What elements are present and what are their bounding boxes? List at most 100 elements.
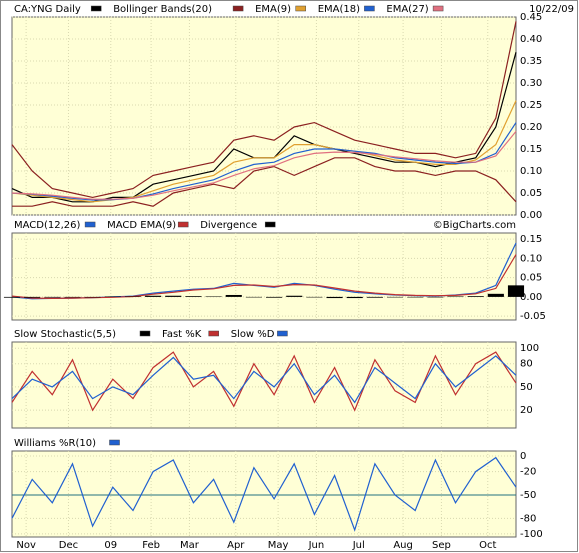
bar bbox=[427, 296, 444, 298]
series-line bbox=[11, 122, 517, 201]
bar bbox=[225, 294, 242, 297]
legend-label: EMA(27) bbox=[386, 4, 428, 15]
y-tick-label: 0.15 bbox=[520, 144, 542, 155]
plot-area bbox=[11, 16, 517, 216]
bar bbox=[44, 296, 61, 298]
bar bbox=[124, 296, 142, 298]
y-tick-label: 0.05 bbox=[520, 188, 542, 199]
bar bbox=[64, 296, 81, 298]
legend-swatch bbox=[277, 330, 288, 337]
legend-label: EMA(9) bbox=[255, 4, 291, 15]
legend-label: EMA(18) bbox=[318, 4, 360, 15]
bar bbox=[165, 295, 182, 297]
bar bbox=[386, 296, 404, 298]
y-tick-label: 0.00 bbox=[520, 292, 542, 303]
legend-swatch bbox=[109, 439, 120, 446]
series-line bbox=[11, 355, 517, 404]
y-tick-label: 0 bbox=[520, 451, 526, 462]
legend-label: MACD(12,26) bbox=[14, 220, 81, 231]
y-tick-label: -0.05 bbox=[520, 311, 546, 322]
legend-swatch bbox=[90, 5, 102, 12]
legend-label: CA:YNG Daily bbox=[14, 4, 81, 15]
x-tick-label: Nov bbox=[16, 540, 36, 551]
legend-swatch bbox=[432, 5, 444, 12]
x-tick-label: Aug bbox=[393, 540, 413, 551]
y-tick-label: -100 bbox=[520, 529, 543, 540]
series-line bbox=[11, 21, 517, 199]
y-tick-label: 50 bbox=[520, 382, 533, 393]
bar bbox=[346, 296, 363, 299]
bar bbox=[266, 296, 283, 298]
x-tick-label: Oct bbox=[479, 540, 496, 551]
legend-swatch bbox=[208, 330, 219, 337]
bar bbox=[245, 296, 262, 298]
legend-swatch bbox=[232, 5, 244, 12]
bar bbox=[326, 296, 343, 299]
y-tick-label: 0.10 bbox=[520, 253, 542, 264]
bar bbox=[185, 296, 202, 297]
series-line bbox=[12, 157, 517, 207]
bar bbox=[407, 296, 424, 298]
y-tick-label: 100 bbox=[520, 343, 539, 354]
series-line bbox=[11, 456, 517, 532]
y-tick-label: 0.40 bbox=[520, 34, 542, 45]
legend-label: MACD EMA(9) bbox=[107, 220, 176, 231]
source: ©BigCharts.com bbox=[433, 220, 516, 231]
bar bbox=[205, 296, 222, 298]
legend-label: Williams %R(10) bbox=[14, 438, 96, 449]
y-tick-label: 0.25 bbox=[520, 100, 542, 111]
x-tick-label: Mar bbox=[180, 540, 200, 551]
y-tick-label: 0.10 bbox=[520, 166, 542, 177]
bar bbox=[84, 296, 101, 298]
legend-label: Bollinger Bands(20) bbox=[113, 4, 212, 15]
legend-label: Divergence bbox=[200, 220, 257, 231]
legend-label: Slow Stochastic(5,5) bbox=[14, 329, 116, 340]
x-tick-label: 09 bbox=[104, 540, 117, 551]
y-tick-label: 0.30 bbox=[520, 78, 542, 89]
bar bbox=[3, 296, 21, 298]
legend-swatch bbox=[139, 330, 151, 337]
plot-area bbox=[11, 450, 517, 538]
y-tick-label: 0.00 bbox=[520, 210, 542, 221]
series-line bbox=[11, 100, 517, 203]
series-line bbox=[11, 131, 517, 200]
legend-swatch bbox=[295, 5, 306, 12]
bar bbox=[507, 285, 525, 297]
x-tick-label: Apr bbox=[227, 540, 245, 551]
y-tick-label: -50 bbox=[520, 490, 536, 501]
y-tick-label: -20 bbox=[520, 467, 536, 478]
y-tick-label: -80 bbox=[520, 513, 536, 524]
bar bbox=[467, 296, 484, 297]
bar bbox=[24, 296, 41, 298]
bar bbox=[104, 296, 121, 298]
y-tick-label: 20 bbox=[520, 405, 533, 416]
series-line bbox=[11, 254, 517, 300]
y-tick-label: 0.15 bbox=[520, 234, 542, 245]
x-tick-label: Dec bbox=[59, 540, 78, 551]
legend-swatch bbox=[84, 221, 96, 228]
y-tick-label: 0.45 bbox=[520, 12, 542, 23]
y-tick-label: 0.20 bbox=[520, 122, 542, 133]
x-tick-label: Sep bbox=[432, 540, 451, 551]
y-tick-label: 0.35 bbox=[520, 56, 542, 67]
plot-area bbox=[11, 341, 517, 429]
bar bbox=[487, 293, 504, 297]
legend-swatch bbox=[177, 221, 189, 228]
y-tick-label: 80 bbox=[520, 359, 533, 370]
legend-label: Slow %D bbox=[231, 329, 275, 340]
bar bbox=[306, 296, 323, 298]
y-tick-label: 0.05 bbox=[520, 273, 542, 284]
x-tick-label: Feb bbox=[142, 540, 160, 551]
plot-area bbox=[11, 232, 517, 321]
legend-swatch bbox=[364, 5, 375, 12]
bar bbox=[286, 295, 303, 297]
legend-label: Fast %K bbox=[162, 329, 202, 340]
x-tick-label: Jun bbox=[308, 540, 325, 551]
bar bbox=[447, 296, 464, 298]
bar bbox=[145, 295, 162, 297]
x-tick-label: Jul bbox=[352, 540, 365, 551]
bar bbox=[366, 296, 383, 298]
x-tick-label: May bbox=[268, 540, 289, 551]
legend-swatch bbox=[264, 221, 276, 228]
